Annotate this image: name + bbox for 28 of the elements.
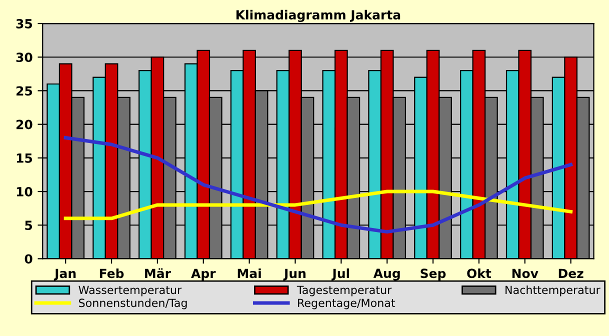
x-tick-label: Jul — [332, 268, 350, 280]
y-tick-label: 0 — [24, 254, 32, 264]
x-tick-label: Okt — [467, 268, 492, 278]
y-tick-label: 10 — [16, 186, 32, 196]
chart-title: Klimadiagramm Jakarta — [236, 10, 400, 22]
x-tick-label: Jun — [283, 268, 306, 280]
y-tick-label: 20 — [16, 120, 32, 130]
x-tick-label: Mär — [145, 268, 171, 278]
x-tick-label: Feb — [100, 268, 124, 278]
x-tick-label: Jan — [54, 268, 76, 280]
x-tick-label: Dez — [558, 268, 584, 278]
line-series — [64, 190, 573, 220]
legend-label: Sonnenstunden/Tag — [79, 298, 187, 310]
line-series — [64, 136, 573, 234]
legend-label: Wassertemperatur — [78, 286, 182, 296]
y-tick-label: 30 — [16, 52, 32, 62]
legend-label: Regentage/Monat — [298, 298, 396, 310]
legend-label: Nachttemperatur — [506, 286, 600, 296]
y-tick-label: 15 — [16, 154, 32, 163]
x-tick-label: Aug — [373, 268, 400, 281]
legend-label: Tagestemperatur — [296, 286, 392, 296]
x-tick-label: Nov — [512, 268, 538, 278]
x-tick-label: Sep — [420, 268, 446, 281]
x-tick-label: Mai — [238, 268, 261, 278]
y-tick-label: 25 — [16, 86, 32, 96]
y-tick-label: 35 — [16, 18, 32, 28]
x-tick-label: Apr — [191, 268, 216, 281]
y-tick-label: 5 — [25, 220, 32, 230]
